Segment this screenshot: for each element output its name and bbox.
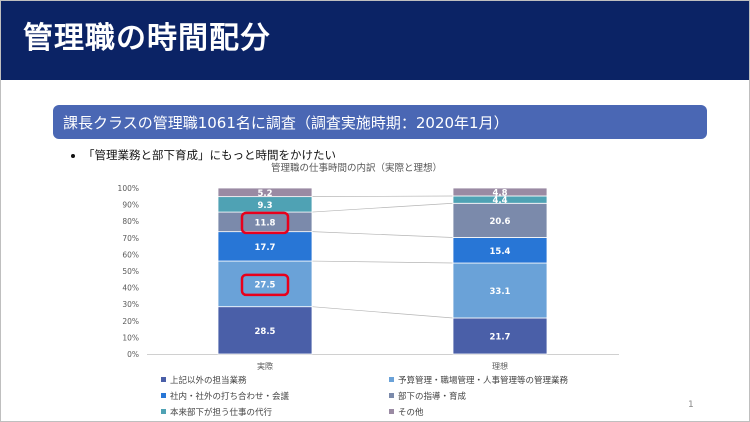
legend-item: その他 [389,406,424,418]
legend-swatch [389,393,394,398]
legend-swatch [161,377,166,382]
bar-segment [217,231,313,262]
legend-label: その他 [398,408,424,418]
category-label: 理想 [492,361,508,371]
slide-title: 管理職の時間配分 [23,21,271,56]
y-tick-label: 90% [122,201,139,210]
data-label: 21.7 [490,332,511,342]
bar-segment [452,262,548,319]
bar-segment [217,306,313,355]
y-tick-label: 100% [118,184,139,193]
y-tick-label: 30% [122,300,139,309]
legend-item: 本来部下が担う仕事の代行 [161,406,272,418]
y-tick-label: 60% [122,250,139,259]
legend-label: 本来部下が担う仕事の代行 [170,408,273,418]
page-number: 1 [688,400,694,410]
legend-label: 部下の指導・育成 [398,392,467,402]
legend-label: 予算管理・職場管理・人事管理等の管理業務 [398,376,569,386]
bullet-dot-icon [71,153,75,158]
highlight-box [240,273,290,297]
bar-segment [452,187,548,197]
y-tick-label: 70% [122,234,139,243]
category-label: 実際 [257,361,273,371]
bar-segment [452,317,548,355]
legend-swatch [161,393,166,398]
bar-segment [217,187,313,198]
chart-title: 管理職の仕事時間の内訳（実際と理想） [271,163,443,174]
data-label: 4.8 [492,188,507,198]
y-tick-label: 80% [122,217,139,226]
highlight-box [240,211,290,235]
legend-swatch [389,377,394,382]
data-label: 5.2 [257,189,272,199]
bar-segment [452,202,548,238]
series-connector-line [311,306,454,319]
data-label: 27.5 [255,280,276,290]
title-bar: 管理職の時間配分 [1,1,749,80]
data-label: 20.6 [490,217,511,227]
data-label: 4.4 [492,196,507,206]
data-label: 11.8 [255,218,276,228]
data-label: 9.3 [257,201,272,211]
series-connector-line [311,202,454,213]
series-connector-line [311,231,454,238]
data-label: 33.1 [490,287,511,297]
y-tick-label: 20% [122,317,139,326]
data-label: 17.7 [255,243,276,253]
data-label: 28.5 [255,327,276,337]
y-tick-label: 50% [122,267,139,276]
legend-label: 上記以外の担当業務 [170,376,247,386]
data-label: 15.4 [490,247,511,257]
legend-item: 社内・社外の打ち合わせ・会議 [161,390,289,402]
legend-swatch [389,409,394,414]
series-connector-line [311,260,454,264]
bar-segment [452,237,548,264]
legend-item: 部下の指導・育成 [389,390,466,402]
bullet-point: 「管理業務と部下育成」にもっと時間をかけたい [71,147,336,163]
series-connector-line [311,195,454,197]
slide-subtitle: 課長クラスの管理職1061名に調査（調査実施時期：2020年1月） [63,114,509,132]
subtitle-box: 課長クラスの管理職1061名に調査（調査実施時期：2020年1月） [53,105,707,139]
legend-item: 上記以外の担当業務 [161,374,247,386]
legend-swatch [161,409,166,414]
bar-segment [217,260,313,308]
legend-label: 社内・社外の打ち合わせ・会議 [170,392,290,402]
bullet-text: 「管理業務と部下育成」にもっと時間をかけたい [83,148,336,162]
y-tick-label: 40% [122,284,139,293]
legend-item: 予算管理・職場管理・人事管理等の管理業務 [389,374,568,386]
y-tick-label: 0% [127,350,139,359]
y-tick-label: 10% [122,333,139,342]
